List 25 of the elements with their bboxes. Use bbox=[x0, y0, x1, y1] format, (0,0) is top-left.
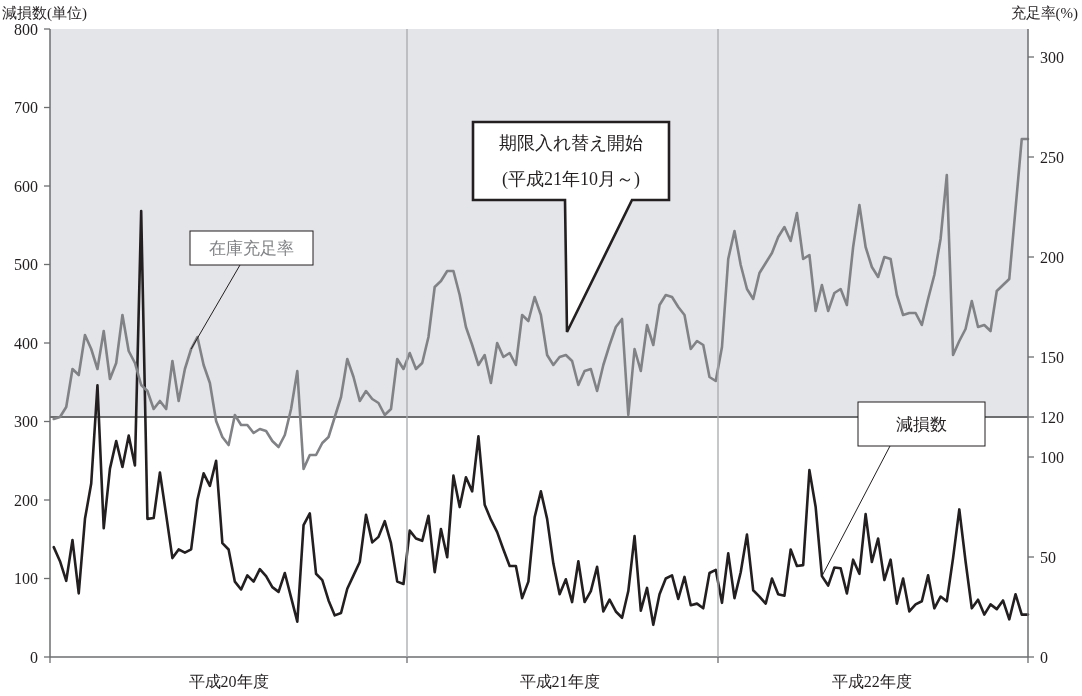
y-axis-title: 減損数(単位) bbox=[2, 5, 87, 22]
y2-tick-label: 200 bbox=[1040, 248, 1064, 266]
y2-axis-title: 充足率(%) bbox=[1010, 5, 1078, 22]
y2-tick-label: 300 bbox=[1040, 48, 1064, 66]
y2-tick-label: 150 bbox=[1040, 348, 1064, 366]
text: 減損数 bbox=[896, 415, 947, 434]
y-tick-label: 600 bbox=[14, 177, 38, 195]
y-tick-label: 0 bbox=[30, 648, 38, 666]
y-tick-label: 500 bbox=[14, 256, 38, 273]
x-tick-label: 平成22年度 bbox=[831, 673, 912, 690]
y2-tick-label: 100 bbox=[1040, 448, 1064, 466]
x-tick-label: 平成21年度 bbox=[519, 673, 600, 690]
y-tick-label: 400 bbox=[14, 334, 38, 352]
x-tick-label: 平成20年度 bbox=[188, 673, 269, 690]
y2-tick-label: 250 bbox=[1040, 148, 1064, 166]
y-tick-label: 100 bbox=[14, 570, 38, 587]
annotation: 期限入れ替え開始 (平成21年10月～) bbox=[499, 133, 643, 190]
text: 在庫充足率 bbox=[209, 239, 294, 258]
y-tick-label: 300 bbox=[14, 413, 38, 430]
y-tick-label: 800 bbox=[14, 20, 38, 38]
y2-tick-label: 0 bbox=[1040, 648, 1048, 666]
y-tick-label: 200 bbox=[14, 491, 38, 509]
y-tick-label: 700 bbox=[14, 99, 38, 116]
y2-tick-label: 120 bbox=[1040, 408, 1064, 426]
y2-tick-label: 50 bbox=[1040, 548, 1056, 566]
